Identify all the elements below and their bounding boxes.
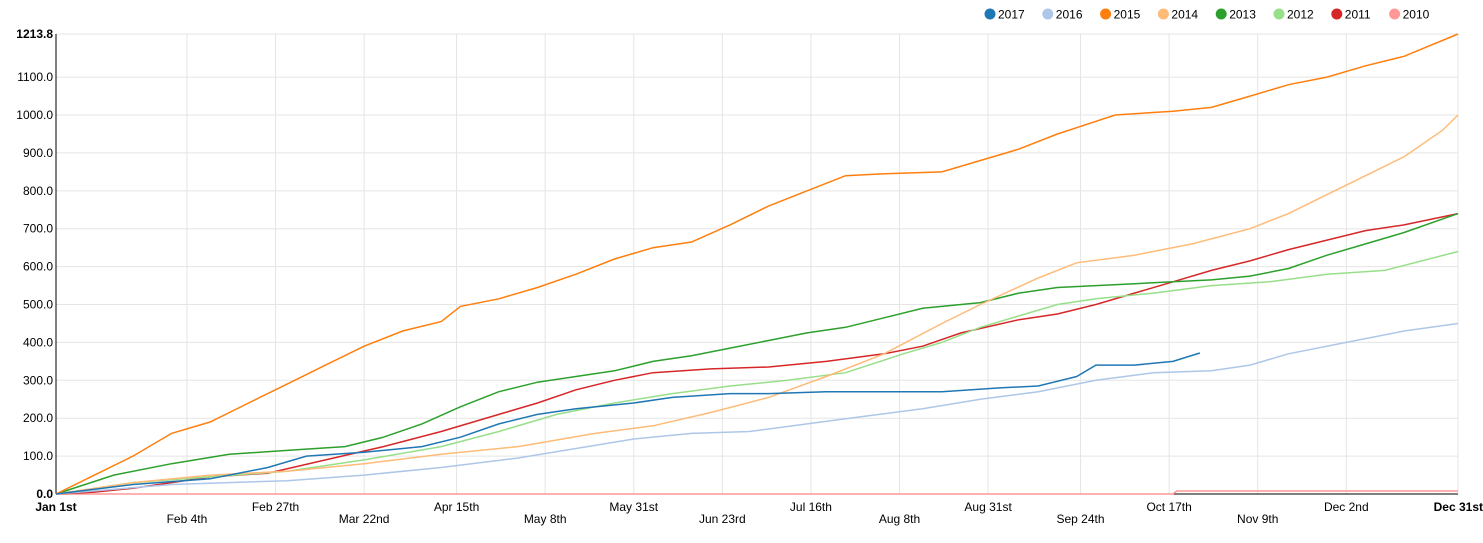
x-tick-label: Jul 16th <box>790 500 832 514</box>
series-line-2013[interactable] <box>55 212 1459 495</box>
legend-label: 2017 <box>998 8 1025 22</box>
x-tick-label: Aug 31st <box>964 500 1012 514</box>
x-tick-label: Feb 27th <box>252 500 299 514</box>
y-tick-label: 1000.0 <box>16 108 53 122</box>
y-tick-label: 800.0 <box>23 184 53 198</box>
y-tick-label: 0.0 <box>36 487 53 501</box>
legend-item-2010[interactable]: 2010 <box>1389 8 1430 22</box>
y-tick-label: 100.0 <box>23 449 53 463</box>
x-tick-label: Sep 24th <box>1057 512 1105 526</box>
legend-swatch <box>984 8 996 20</box>
y-tick-label: 1100.0 <box>17 70 53 84</box>
series-line-2012[interactable] <box>55 250 1459 495</box>
legend-item-2015[interactable]: 2015 <box>1100 8 1141 22</box>
legend-label: 2012 <box>1287 8 1314 22</box>
series-line-2011[interactable] <box>55 212 1459 495</box>
legend-swatch <box>1215 8 1227 20</box>
legend-label: 2011 <box>1345 8 1371 22</box>
x-tick-label: Feb 4th <box>167 512 208 526</box>
legend-label: 2010 <box>1403 8 1430 22</box>
x-tick-label: Jan 1st <box>35 500 76 514</box>
y-tick-label: 600.0 <box>23 260 53 274</box>
x-tick-label: Aug 8th <box>879 512 920 526</box>
y-tick-label: 200.0 <box>23 411 53 425</box>
x-tick-label: Mar 22nd <box>339 512 390 526</box>
y-tick-label: 900.0 <box>23 146 53 160</box>
legend-item-2011[interactable]: 2011 <box>1331 8 1371 22</box>
series-line-2017[interactable] <box>55 352 1201 495</box>
legend-item-2013[interactable]: 2013 <box>1215 8 1257 22</box>
x-tick-label: May 8th <box>524 512 567 526</box>
legend-swatch <box>1042 8 1054 20</box>
series-line-2016[interactable] <box>55 322 1459 495</box>
series-line-2014[interactable] <box>55 114 1459 495</box>
x-tick-label: Jun 23rd <box>699 512 746 526</box>
legend-label: 2016 <box>1056 8 1083 22</box>
x-tick-label: Dec 31st <box>1434 500 1483 514</box>
y-tick-label: 400.0 <box>23 335 53 349</box>
x-tick-label: Oct 17th <box>1146 500 1191 514</box>
legend-swatch <box>1100 8 1112 20</box>
x-tick-label: May 31st <box>609 500 658 514</box>
x-tick-label: Apr 15th <box>434 500 479 514</box>
y-tick-label: 500.0 <box>23 298 53 312</box>
legend-item-2014[interactable]: 2014 <box>1157 8 1199 22</box>
grid <box>55 33 1459 495</box>
legend-item-2012[interactable]: 2012 <box>1273 8 1315 22</box>
y-tick-label: 700.0 <box>23 222 53 236</box>
legend-swatch <box>1157 8 1169 20</box>
legend-item-2016[interactable]: 2016 <box>1042 8 1083 22</box>
series-line-2010[interactable] <box>56 490 1458 495</box>
legend[interactable]: 2017 2016 2015 2014 2013 2012 2011 2010 <box>984 8 1430 22</box>
legend-swatch <box>1331 8 1343 20</box>
legend-label: 2014 <box>1171 8 1198 22</box>
legend-item-2017[interactable]: 2017 <box>984 8 1026 22</box>
x-tick-label: Nov 9th <box>1237 512 1278 526</box>
legend-swatch <box>1389 8 1401 20</box>
y-axis: 0.0 100.0 200.0 300.0 400.0 500.0 600.0 700.0 80… <box>16 27 57 501</box>
x-axis: Jan 1st Feb 4th Feb 27th Mar 22nd Apr 15th Ma… <box>35 493 1483 526</box>
series-line-2015[interactable] <box>55 33 1459 495</box>
y-tick-label: 1213.8 <box>16 27 53 41</box>
legend-label: 2015 <box>1114 8 1141 22</box>
x-tick-label: Dec 2nd <box>1324 500 1369 514</box>
legend-label: 2013 <box>1229 8 1256 22</box>
y-tick-label: 300.0 <box>23 373 53 387</box>
legend-swatch <box>1273 8 1285 20</box>
series-lines <box>55 33 1459 495</box>
